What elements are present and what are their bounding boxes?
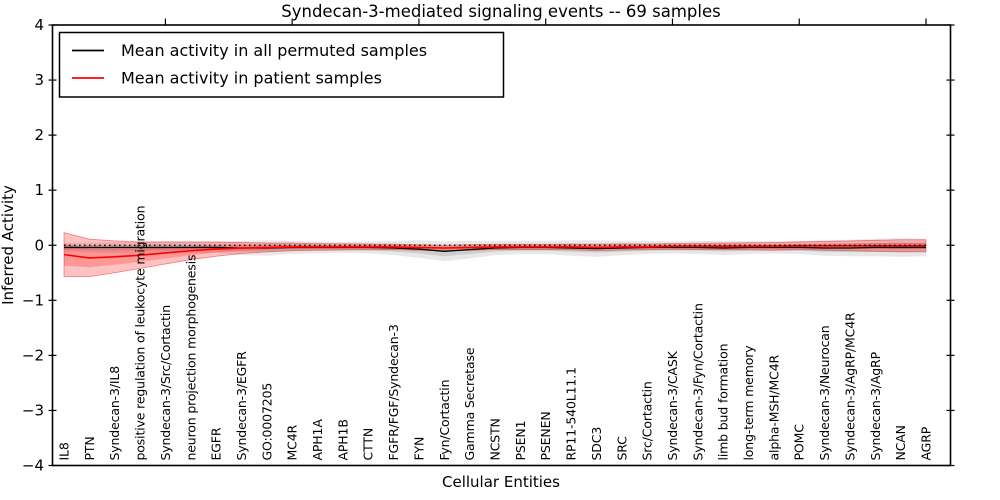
x-tick-label: Syndecan-3/EGFR xyxy=(234,351,249,461)
x-tick-label: Syndecan-3/Neurocan xyxy=(817,325,832,460)
x-tick-label: Syndecan-3/CASK xyxy=(665,350,680,460)
x-tick-label: GO:0007205 xyxy=(259,383,274,461)
x-tick-label: MC4R xyxy=(285,424,300,460)
plot-border xyxy=(51,24,952,467)
x-tick-label: RP11-540L11.1 xyxy=(564,367,579,460)
y-tick-label: 2 xyxy=(34,126,44,144)
y-tick-label: 3 xyxy=(34,71,44,89)
x-tick-label: IL8 xyxy=(57,442,72,460)
x-tick-label: POMC xyxy=(792,424,807,461)
x-tick-label: AGRP xyxy=(919,426,934,460)
x-axis-label: Cellular Entities xyxy=(442,473,560,491)
legend-label-permuted: Mean activity in all permuted samples xyxy=(121,41,427,60)
y-tick-label: 1 xyxy=(34,181,44,199)
x-tick-label: PSEN1 xyxy=(513,421,528,461)
x-tick-label: FYN xyxy=(411,437,426,461)
x-tick-label: PTN xyxy=(82,436,97,460)
y-tick-label: 4 xyxy=(34,16,44,34)
chart-title: Syndecan-3-mediated signaling events -- … xyxy=(281,2,720,21)
legend-box xyxy=(58,31,505,98)
series-line-patient xyxy=(63,245,926,259)
x-tick-label: CTTN xyxy=(361,428,376,461)
ticks-layer: 4 3 2 1 0 −1 −2 −3 −4 IL8 PTN Syndecan-3/IL8 positiv… xyxy=(22,16,955,475)
x-tick-label: NCSTN xyxy=(488,418,503,460)
x-tick-label: Syndecan-3/IL8 xyxy=(107,366,122,461)
x-tick-label: SRC xyxy=(614,436,629,461)
legend-label-patient: Mean activity in patient samples xyxy=(121,69,382,88)
y-tick-label: −1 xyxy=(22,291,44,309)
band-patient-outer xyxy=(63,232,927,278)
x-tick-label: NCAN xyxy=(893,425,908,460)
x-tick-label: Syndecan-3/AgRP xyxy=(868,351,883,460)
x-tick-label: Syndecan-3/Src/Cortactin xyxy=(158,305,173,461)
y-axis-label: Inferred Activity xyxy=(0,185,17,305)
x-tick-label: APH1B xyxy=(335,419,350,460)
series-line-permuted xyxy=(64,246,926,252)
x-tick-label: Syndecan-3/AgRP/MC4R xyxy=(842,312,857,461)
x-tick-label: Syndecan-3/Fyn/Cortactin xyxy=(690,303,705,460)
x-tick-label: long-term memory xyxy=(741,345,756,461)
x-tick-label: FGFR/FGF/Syndecan-3 xyxy=(386,324,401,460)
x-tick-label: EGFR xyxy=(209,427,224,460)
y-tick-label: −3 xyxy=(22,401,44,419)
legend: Mean activity in all permuted samples Me… xyxy=(58,31,505,98)
series-layer xyxy=(63,232,927,278)
band-patient-inner xyxy=(64,242,926,268)
x-tick-label: neuron projection morphogenesis xyxy=(183,255,198,461)
x-tick-label: alpha-MSH/MC4R xyxy=(766,354,781,460)
x-tick-label: positive regulation of leukocyte migrati… xyxy=(133,206,148,461)
y-tick-label: −4 xyxy=(22,457,44,475)
x-tick-label: Src/Cortactin xyxy=(640,381,655,460)
y-tick-label: −2 xyxy=(22,346,44,364)
x-tick-label: SDC3 xyxy=(589,427,604,461)
x-tick-label: PSENEN xyxy=(538,411,553,460)
y-tick-label: 0 xyxy=(34,236,44,254)
x-tick-label: Gamma Secretase xyxy=(462,347,477,460)
x-tick-label: Fyn/Cortactin xyxy=(437,380,452,461)
x-tick-label: limb bud formation xyxy=(716,344,731,461)
x-tick-label: APH1A xyxy=(310,419,325,461)
